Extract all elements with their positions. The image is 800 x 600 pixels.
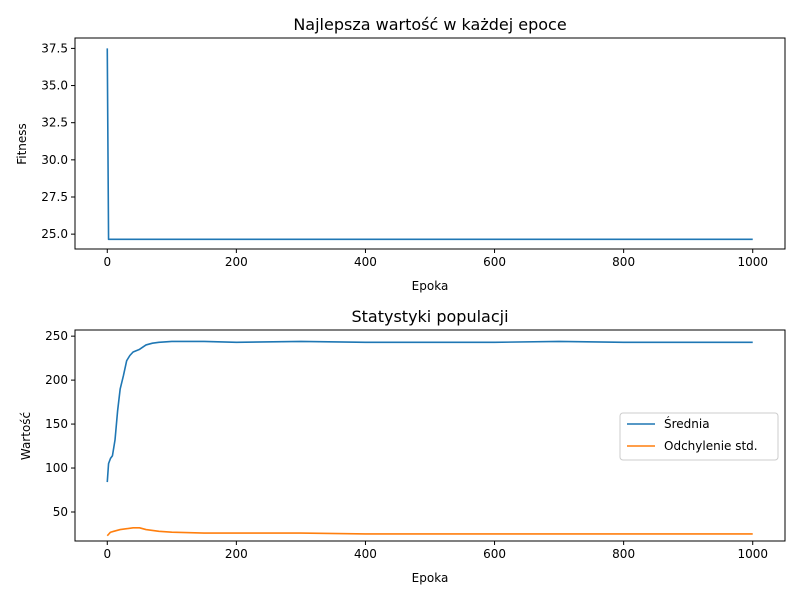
x-tick-label: 800 [612, 255, 635, 269]
y-tick-label: 200 [45, 373, 68, 387]
chart-best-fitness: Najlepsza wartość w każdej epoce Epoka F… [15, 15, 786, 293]
legend-label-srednia: Średnia [664, 416, 710, 431]
x-axis-label: Epoka [412, 571, 449, 585]
y-axis-label: Wartość [19, 412, 33, 460]
y-tick-label: 35.0 [41, 79, 68, 93]
y-ticks: 50 100 150 200 250 [45, 329, 75, 519]
x-tick-label: 200 [225, 255, 248, 269]
legend: Średnia Odchylenie std. [619, 412, 779, 461]
series-line-1 [106, 527, 753, 537]
y-ticks: 25.0 27.5 30.0 32.5 35.0 37.5 [41, 41, 75, 241]
x-tick-label: 800 [612, 547, 635, 561]
y-tick-label: 150 [45, 417, 68, 431]
x-tick-label: 1000 [737, 255, 768, 269]
x-tick-label: 1000 [737, 547, 768, 561]
legend-frame [619, 412, 779, 461]
y-tick-label: 100 [45, 461, 68, 475]
x-ticks: 0 200 400 600 800 1000 [103, 249, 768, 269]
x-axis-label: Epoka [412, 279, 449, 293]
plot-frame [74, 329, 786, 542]
y-tick-label: 50 [53, 505, 68, 519]
plot-frame [74, 37, 786, 250]
y-tick-label: 30.0 [41, 153, 68, 167]
y-axis-label: Fitness [15, 123, 29, 165]
x-tick-label: 200 [225, 547, 248, 561]
legend-label-odchylenie: Odchylenie std. [664, 439, 758, 453]
y-tick-label: 250 [45, 329, 68, 343]
x-tick-label: 0 [103, 255, 111, 269]
y-tick-label: 37.5 [41, 41, 68, 55]
y-tick-label: 25.0 [41, 227, 68, 241]
chart-title: Statystyki populacji [351, 307, 508, 326]
chart-title: Najlepsza wartość w każdej epoce [293, 15, 566, 34]
x-tick-label: 600 [483, 547, 506, 561]
plot-series [106, 48, 753, 241]
x-tick-label: 400 [354, 547, 377, 561]
chart-population-stats: Statystyki populacji Epoka Wartość 0 200 4… [19, 307, 786, 585]
x-tick-label: 600 [483, 255, 506, 269]
x-tick-label: 400 [354, 255, 377, 269]
plot-series [106, 340, 753, 537]
series-line-0 [106, 340, 753, 483]
series-line-0 [106, 48, 753, 241]
x-tick-label: 0 [103, 547, 111, 561]
y-tick-label: 27.5 [41, 190, 68, 204]
x-ticks: 0 200 400 600 800 1000 [103, 541, 768, 561]
y-tick-label: 32.5 [41, 116, 68, 130]
